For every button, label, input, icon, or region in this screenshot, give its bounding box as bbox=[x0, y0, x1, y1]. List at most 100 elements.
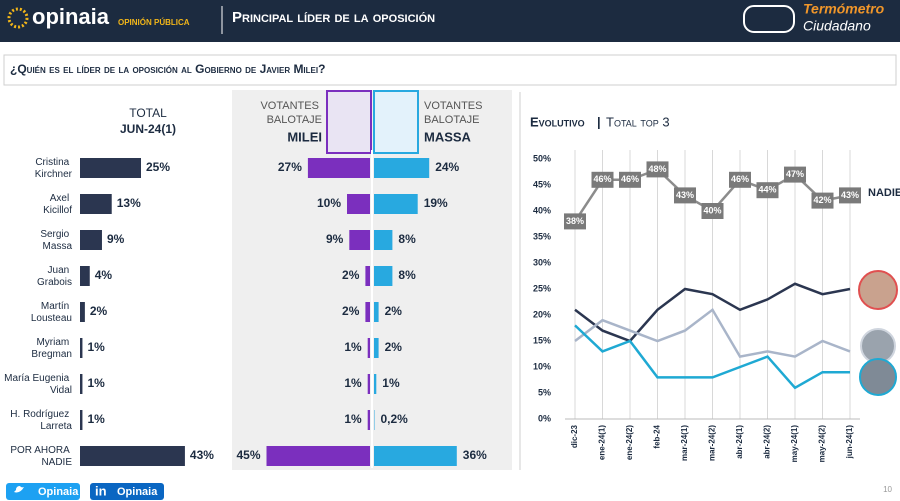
bar bbox=[80, 230, 102, 250]
value-box bbox=[756, 182, 779, 199]
value-label: 2% bbox=[342, 304, 360, 318]
value-label: 2% bbox=[90, 304, 108, 318]
kirchner-photo bbox=[858, 270, 898, 310]
bar bbox=[80, 266, 90, 286]
brand-sub: OPINIÓN PÚBLICA bbox=[118, 18, 190, 27]
value-label: 38% bbox=[566, 216, 584, 226]
value-label: 8% bbox=[398, 268, 416, 282]
bar bbox=[374, 194, 418, 214]
value-label: 9% bbox=[107, 232, 125, 246]
bar bbox=[374, 158, 430, 178]
twitter-icon bbox=[14, 486, 24, 493]
x-tick-label: ene-24(2) bbox=[625, 425, 634, 460]
bar bbox=[367, 374, 370, 394]
value-label: 0,2% bbox=[380, 412, 408, 426]
chart-title: VOTANTES BALOTAJE bbox=[424, 100, 486, 126]
value-label: 48% bbox=[648, 164, 666, 174]
chart-title: TOTAL bbox=[129, 106, 167, 120]
bar bbox=[367, 410, 370, 430]
value-box bbox=[591, 171, 614, 188]
value-box bbox=[646, 161, 669, 178]
value-label: 1% bbox=[87, 340, 105, 354]
linkedin-button[interactable] bbox=[90, 483, 164, 500]
value-label: 4% bbox=[95, 268, 113, 282]
y-tick-label: 40% bbox=[533, 205, 551, 215]
series-line bbox=[574, 307, 851, 358]
x-tick-label: feb-24 bbox=[653, 424, 662, 448]
value-label: 1% bbox=[344, 376, 362, 390]
bar bbox=[80, 158, 141, 178]
value-label: 10% bbox=[317, 196, 341, 210]
bar bbox=[374, 446, 457, 466]
x-tick-label: dic-23 bbox=[570, 424, 579, 448]
bar bbox=[374, 374, 377, 394]
category-label: Myriam Bregman bbox=[31, 337, 72, 360]
value-label: 1% bbox=[87, 412, 105, 426]
value-label: 1% bbox=[344, 340, 362, 354]
chart-title: Evolutivo bbox=[530, 114, 585, 129]
value-label: 1% bbox=[382, 376, 400, 390]
x-tick-label: may-24(1) bbox=[790, 425, 799, 463]
category-label: Martín Lousteau bbox=[31, 301, 72, 324]
value-label: 43% bbox=[841, 190, 859, 200]
x-tick-label: mar-24(2) bbox=[708, 425, 717, 461]
value-box bbox=[784, 166, 806, 183]
bar bbox=[80, 374, 83, 394]
brand: opinaia bbox=[32, 4, 110, 29]
bar bbox=[347, 194, 370, 214]
y-tick-label: 50% bbox=[533, 153, 551, 163]
chart-title: VOTANTES BALOTAJE bbox=[260, 100, 322, 126]
value-label: 8% bbox=[398, 232, 416, 246]
value-box bbox=[729, 171, 751, 188]
bar bbox=[80, 194, 112, 214]
value-box bbox=[674, 187, 696, 204]
x-tick-label: jun-24(1) bbox=[845, 425, 854, 460]
twitter-label: Opinaia bbox=[38, 486, 79, 498]
value-label: 25% bbox=[146, 160, 170, 174]
value-label: 47% bbox=[786, 169, 804, 179]
value-box bbox=[619, 171, 641, 188]
value-label: 42% bbox=[813, 195, 831, 205]
bar bbox=[374, 338, 379, 358]
kicillof-photo bbox=[860, 328, 896, 364]
value-label: 1% bbox=[344, 412, 362, 426]
product-icon bbox=[743, 5, 795, 33]
value-label: 13% bbox=[117, 196, 141, 210]
bar bbox=[307, 158, 370, 178]
value-box bbox=[564, 213, 586, 230]
bar bbox=[374, 266, 393, 286]
value-label: 1% bbox=[87, 376, 105, 390]
value-label: 2% bbox=[385, 340, 403, 354]
y-tick-label: 20% bbox=[533, 309, 551, 319]
chart-subtitle: JUN-24(1) bbox=[120, 122, 176, 136]
massa-photo bbox=[373, 90, 419, 154]
product-1: Termómetro bbox=[803, 1, 885, 17]
value-label: 2% bbox=[342, 268, 360, 282]
series-line bbox=[574, 282, 851, 343]
series-name: MASSA bbox=[424, 129, 472, 144]
bar bbox=[80, 410, 83, 430]
bar bbox=[80, 302, 85, 322]
bar bbox=[365, 266, 370, 286]
massa-photo-small bbox=[859, 358, 897, 396]
series-name: MILEI bbox=[287, 129, 322, 144]
value-label: 36% bbox=[463, 448, 487, 462]
value-label: 9% bbox=[326, 232, 344, 246]
bar bbox=[374, 302, 379, 322]
twitter-button[interactable] bbox=[6, 483, 80, 500]
bar bbox=[365, 302, 370, 322]
category-label: Juan Grabois bbox=[37, 265, 72, 288]
category-label: María Eugenia Vidal bbox=[4, 373, 72, 396]
bar bbox=[80, 338, 83, 358]
y-tick-label: 0% bbox=[538, 413, 551, 423]
y-tick-label: 25% bbox=[533, 283, 551, 293]
value-label: 24% bbox=[435, 160, 459, 174]
value-label: 40% bbox=[703, 205, 721, 215]
bar bbox=[266, 446, 370, 466]
series-line bbox=[574, 324, 850, 390]
y-tick-label: 10% bbox=[533, 361, 551, 371]
y-tick-label: 5% bbox=[538, 387, 551, 397]
logo-icon bbox=[7, 7, 29, 29]
product-2: Ciudadano bbox=[803, 18, 871, 34]
